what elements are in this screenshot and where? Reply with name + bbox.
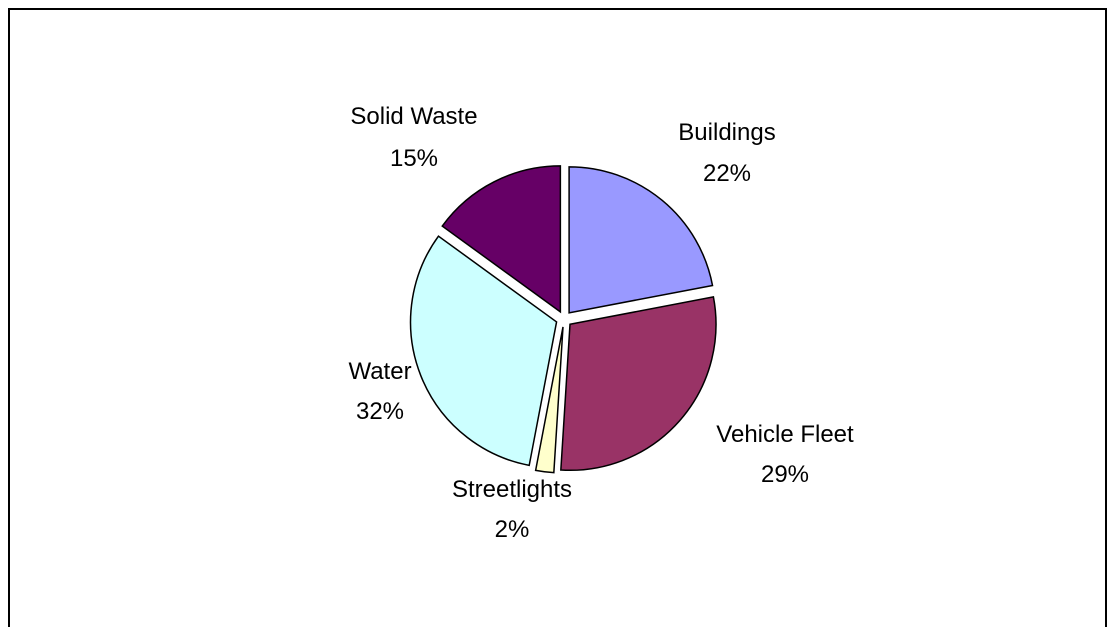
slice-percent-buildings: 22%	[703, 160, 751, 187]
slice-label-water: Water	[348, 358, 411, 385]
pie-slice-solid-waste	[441, 165, 562, 314]
pie-slices	[409, 165, 717, 474]
pie-slice-vehicle-fleet	[560, 296, 717, 472]
pie-slice-streetlights	[534, 326, 564, 474]
chart-border	[8, 8, 1107, 632]
slice-percent-vehicle-fleet: 29%	[761, 461, 809, 488]
slice-percent-solid-waste: 15%	[390, 145, 438, 172]
slice-label-streetlights: Streetlights	[452, 476, 572, 503]
pie-labels: Buildings 22% Vehicle Fleet 29% Streetlights…	[348, 103, 854, 543]
slice-label-solid-waste: Solid Waste	[350, 103, 477, 130]
slice-label-vehicle-fleet: Vehicle Fleet	[716, 421, 854, 448]
pie-slice-water	[409, 235, 558, 467]
pie-slice-buildings	[568, 166, 714, 314]
slice-percent-water: 32%	[356, 398, 404, 425]
slice-label-buildings: Buildings	[678, 119, 775, 146]
slice-percent-streetlights: 2%	[495, 516, 530, 543]
